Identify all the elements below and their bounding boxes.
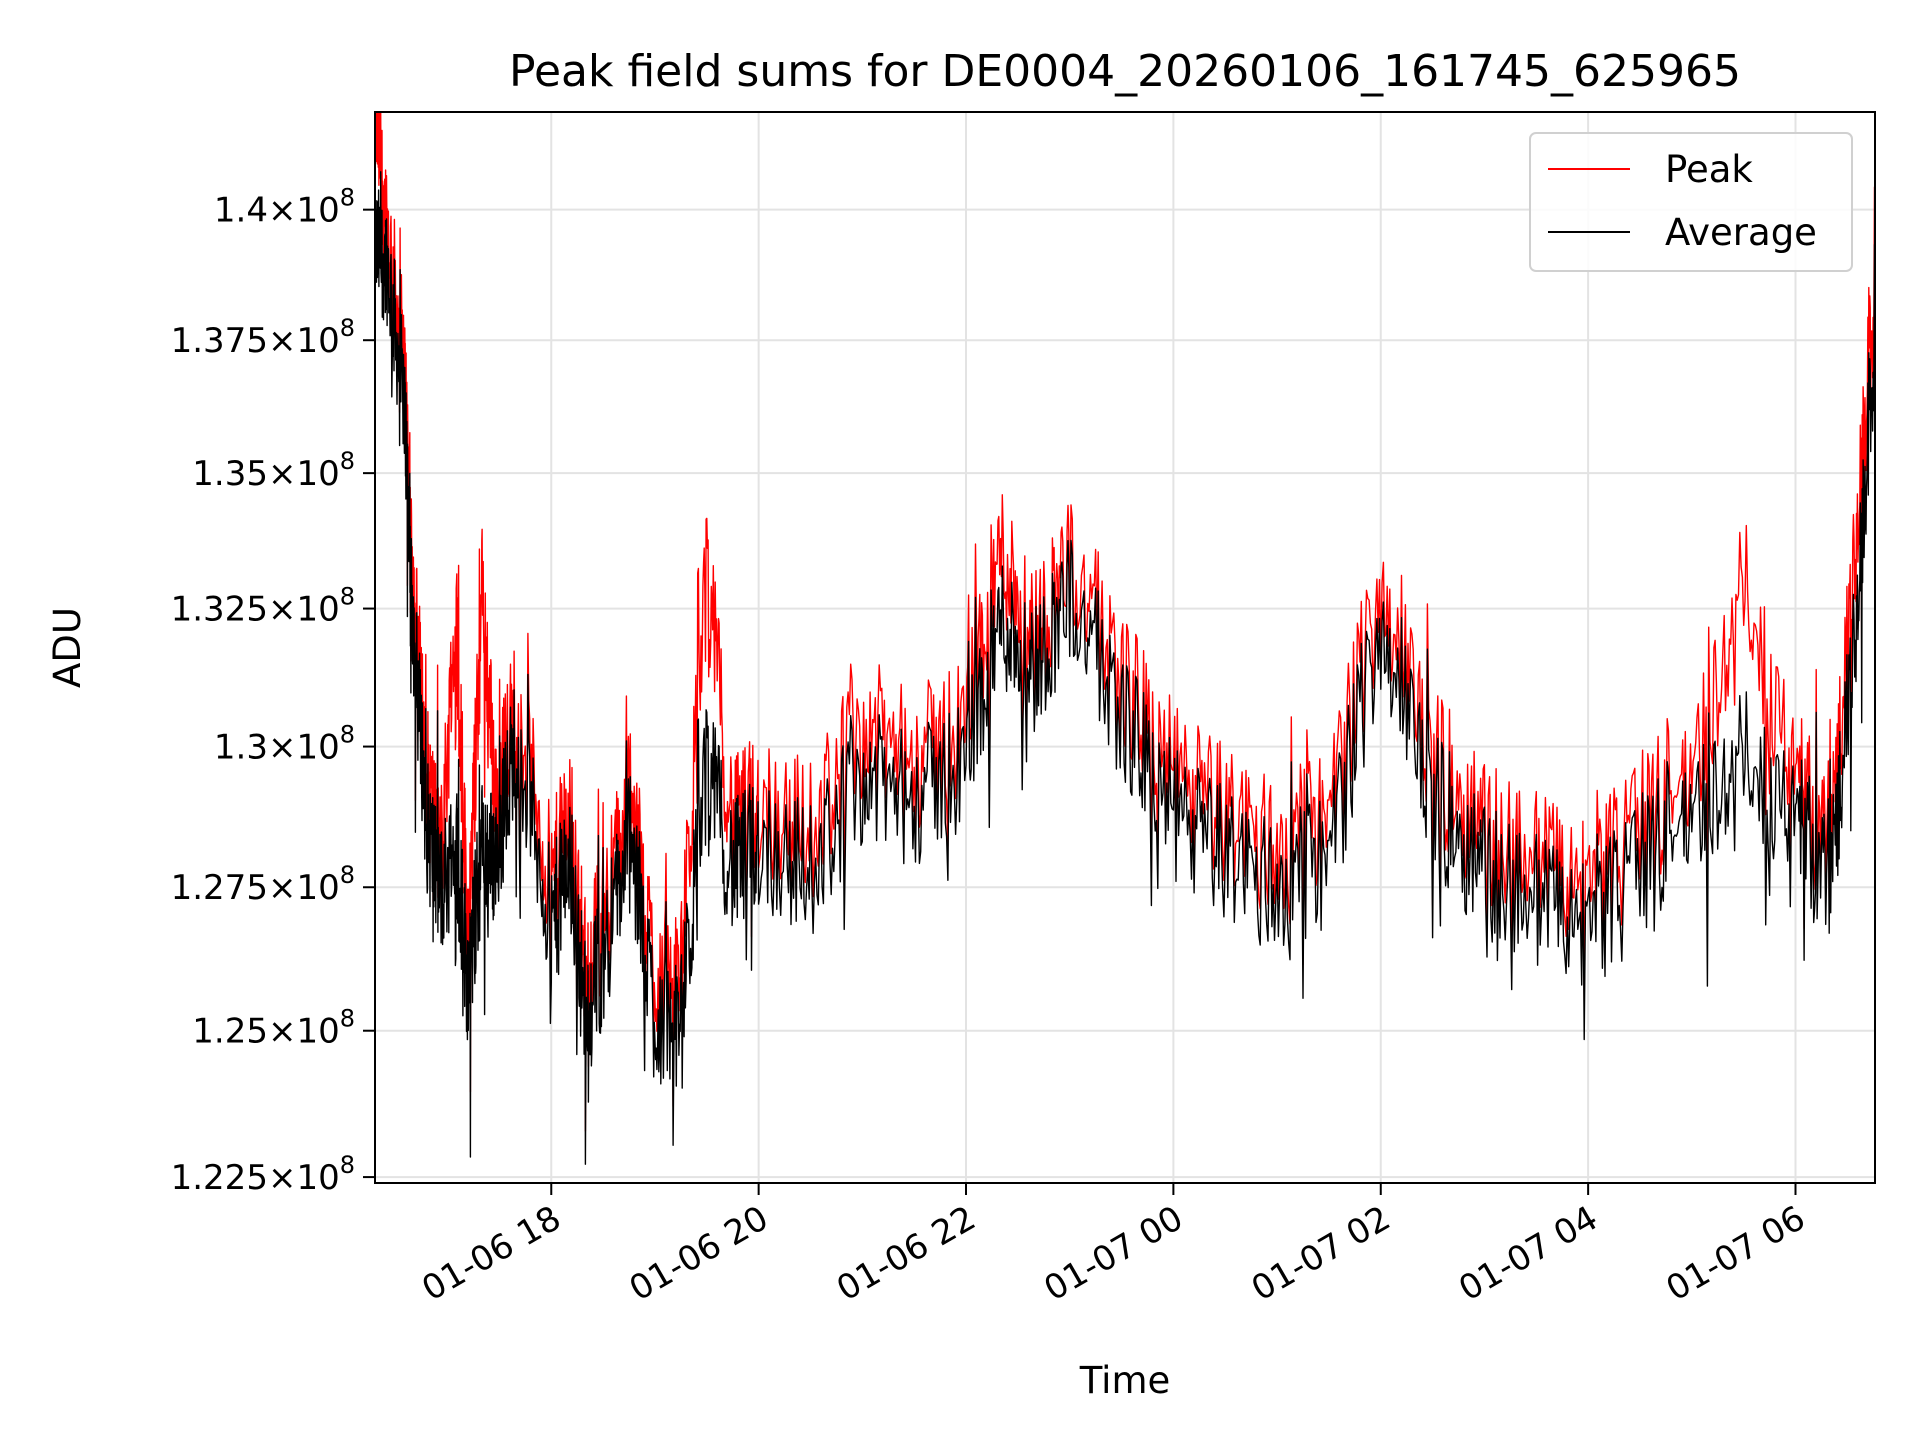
y-tick-mantissa: 1.3: [214, 728, 268, 768]
y-tick-exponent: 8: [340, 583, 355, 611]
y-tick-exponent: 8: [340, 1151, 355, 1179]
x-tick-label: 01-07 00: [1037, 1198, 1189, 1309]
y-tick-label: 1.35×108: [192, 447, 355, 494]
y-axis: 1.225×1081.25×1081.275×1081.3×1081.325×1…: [171, 184, 375, 1198]
legend-label-peak: Peak: [1665, 148, 1753, 191]
y-tick-label: 1.25×108: [192, 1005, 355, 1052]
x-tick-label: 01-07 06: [1660, 1198, 1812, 1309]
y-tick-mantissa: 1.325: [171, 590, 268, 630]
y-tick-exponent: 8: [340, 861, 355, 889]
y-tick-times: ×10: [268, 868, 340, 908]
plot-frame: [374, 111, 1876, 1184]
y-tick-times: ×10: [268, 1012, 340, 1052]
y-tick-exponent: 8: [340, 314, 355, 342]
y-tick-exponent: 8: [340, 184, 355, 212]
y-tick-times: ×10: [268, 728, 340, 768]
y-tick-times: ×10: [268, 191, 340, 231]
y-tick-mantissa: 1.225: [171, 1158, 268, 1198]
y-tick-times: ×10: [268, 590, 340, 630]
x-tick-label: 01-06 22: [830, 1198, 982, 1309]
y-tick-label: 1.4×108: [214, 184, 355, 231]
y-tick-label: 1.225×108: [171, 1151, 355, 1198]
y-tick-exponent: 8: [340, 1005, 355, 1033]
y-tick-mantissa: 1.35: [192, 454, 268, 494]
chart-title: Peak field sums for DE0004_20260106_1617…: [509, 46, 1741, 97]
series-layer: [374, 111, 1876, 1165]
x-tick-label: 01-07 02: [1245, 1198, 1397, 1309]
y-tick-mantissa: 1.4: [214, 191, 268, 231]
x-tick-label: 01-06 20: [623, 1198, 775, 1309]
y-axis-label: ADU: [46, 607, 89, 688]
series-line-average: [374, 171, 1876, 1165]
y-tick-times: ×10: [268, 454, 340, 494]
y-tick-exponent: 8: [340, 447, 355, 475]
y-tick-exponent: 8: [340, 721, 355, 749]
x-axis-label: Time: [1079, 1359, 1171, 1402]
y-tick-label: 1.275×108: [171, 861, 355, 908]
y-tick-mantissa: 1.375: [171, 321, 268, 361]
x-tick-label: 01-07 04: [1452, 1198, 1604, 1309]
y-tick-label: 1.325×108: [171, 583, 355, 630]
y-tick-times: ×10: [268, 1158, 340, 1198]
legend-label-average: Average: [1665, 211, 1817, 254]
legend: Peak Average: [1529, 132, 1853, 272]
y-tick-mantissa: 1.275: [171, 868, 268, 908]
y-tick-label: 1.3×108: [214, 721, 355, 768]
x-tick-label: 01-06 18: [415, 1198, 567, 1309]
y-tick-times: ×10: [268, 321, 340, 361]
legend-box: [1529, 132, 1853, 272]
y-tick-label: 1.375×108: [171, 314, 355, 361]
y-tick-mantissa: 1.25: [192, 1012, 268, 1052]
x-axis: 01-06 18 01-06 20 01-06 22 01-07 00 01-07 02…: [415, 1183, 1812, 1309]
